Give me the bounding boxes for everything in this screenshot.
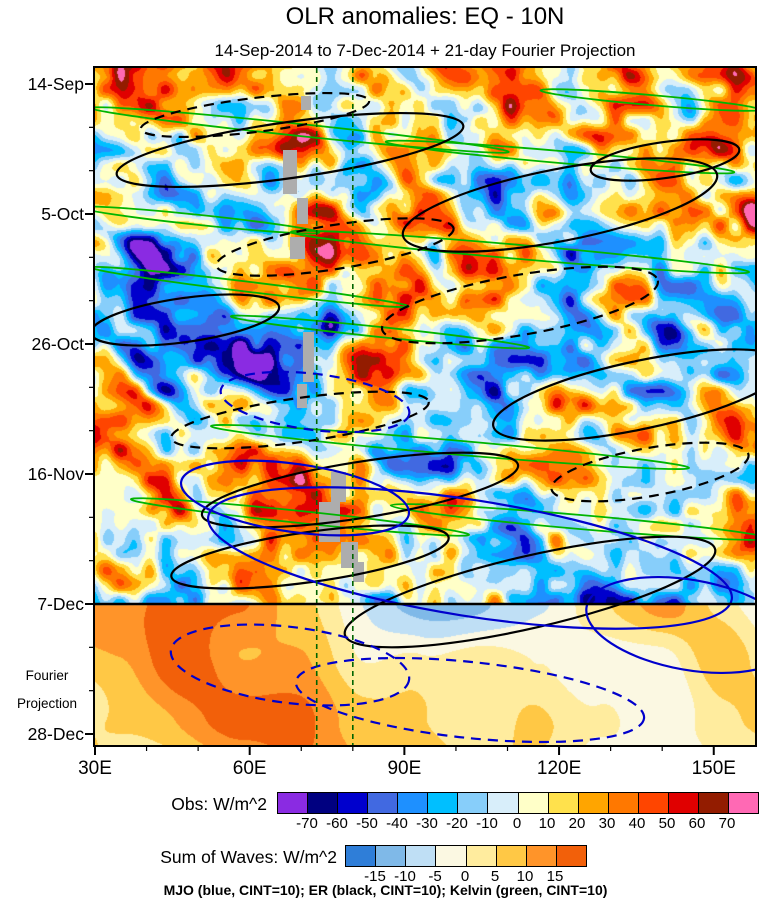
fourier-projection-label: Fourier Projection <box>4 662 90 718</box>
colorbar-tick-label: -10 <box>394 868 416 885</box>
plot-frame <box>93 66 757 747</box>
chart-subtitle: 14-Sep-2014 to 7-Dec-2014 + 21-day Fouri… <box>214 41 636 60</box>
colorbar-segment <box>337 793 368 813</box>
colorbar-segment <box>637 793 668 813</box>
longitude-tick-label: 120E <box>536 758 582 779</box>
colorbar-tick-label: 30 <box>598 815 616 832</box>
colorbar-tick-label: -5 <box>428 868 442 885</box>
waves-colorbar-label: Sum of Waves: W/m^2 <box>160 847 337 867</box>
longitude-tick-label: 30E <box>78 758 112 779</box>
colorbar-segment <box>487 793 518 813</box>
colorbar-tick-label: -60 <box>326 815 348 832</box>
colorbar-segment <box>278 793 308 813</box>
contour-legend: MJO (blue, CINT=10); ER (black, CINT=10)… <box>163 882 608 898</box>
colorbar-segment <box>547 793 578 813</box>
fourier-projection-line1: Fourier <box>25 668 69 683</box>
colorbar-tick-label: 10 <box>538 815 556 832</box>
waves-colorbar <box>345 845 587 867</box>
colorbar-tick-label: 60 <box>688 815 706 832</box>
colorbar-tick-label: -10 <box>476 815 498 832</box>
colorbar-segment <box>457 793 488 813</box>
colorbar-segment <box>307 793 338 813</box>
colorbar-segment <box>555 846 586 866</box>
colorbar-tick-label: 0 <box>460 868 470 885</box>
colorbar-segment <box>667 793 698 813</box>
colorbar-segment <box>435 846 466 866</box>
colorbar-tick-label: 70 <box>718 815 736 832</box>
colorbar-segment <box>577 793 608 813</box>
longitude-tick-label: 90E <box>387 758 422 779</box>
colorbar-segment <box>495 846 526 866</box>
obs-colorbar <box>277 792 759 814</box>
colorbar-segment <box>397 793 428 813</box>
colorbar-tick-label: 50 <box>658 815 676 832</box>
time-tick-label: 26-Oct <box>31 334 84 354</box>
time-tick-label: 7-Dec <box>37 594 84 614</box>
colorbar-segment <box>375 846 406 866</box>
colorbar-segment <box>697 793 728 813</box>
colorbar-tick-label: -40 <box>386 815 408 832</box>
colorbar-tick-label: 40 <box>628 815 646 832</box>
colorbar-segment <box>517 793 548 813</box>
colorbar-segment <box>405 846 436 866</box>
obs-colorbar-label: Obs: W/m^2 <box>171 794 267 814</box>
colorbar-tick-label: 5 <box>490 868 500 885</box>
colorbar-tick-label: -50 <box>356 815 378 832</box>
time-tick-label: 14-Sep <box>27 74 84 94</box>
fourier-projection-line2: Projection <box>16 696 78 711</box>
colorbar-segment <box>427 793 458 813</box>
time-tick-label: 5-Oct <box>41 204 84 224</box>
longitude-tick-label: 150E <box>691 758 736 779</box>
colorbar-tick-label: 0 <box>512 815 522 832</box>
time-tick-label: 28-Dec <box>27 724 84 744</box>
colorbar-segment <box>367 793 398 813</box>
colorbar-tick-label: 20 <box>568 815 586 832</box>
time-tick-label: 16-Nov <box>27 464 84 484</box>
colorbar-segment <box>465 846 496 866</box>
colorbar-tick-label: -15 <box>364 868 386 885</box>
colorbar-segment <box>607 793 638 813</box>
colorbar-segment <box>525 846 556 866</box>
colorbar-tick-label: 15 <box>546 868 564 885</box>
colorbar-tick-label: 10 <box>516 868 534 885</box>
longitude-tick-label: 60E <box>232 758 267 779</box>
heatmap-field <box>95 68 755 745</box>
colorbar-segment <box>346 846 376 866</box>
colorbar-tick-label: -70 <box>296 815 318 832</box>
colorbar-segment <box>727 793 758 813</box>
colorbar-tick-label: -30 <box>416 815 438 832</box>
colorbar-tick-label: -20 <box>446 815 468 832</box>
chart-title: OLR anomalies: EQ - 10N <box>285 3 565 30</box>
